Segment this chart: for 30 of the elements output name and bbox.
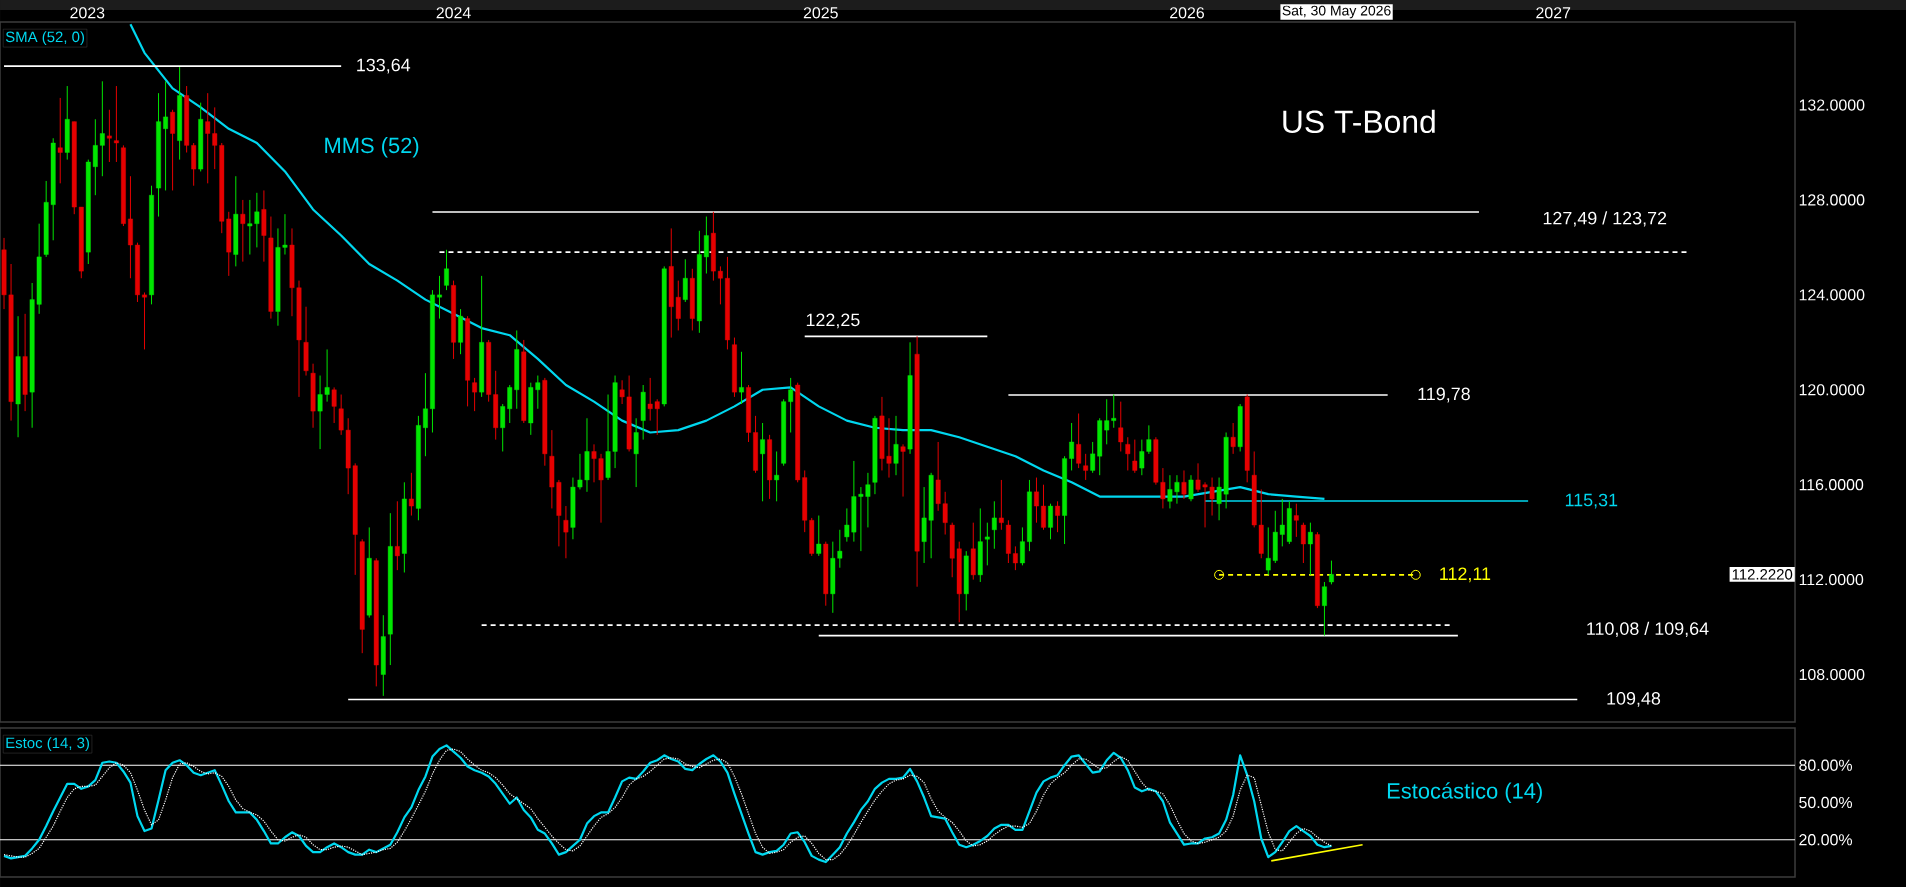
x-tick-label: 2023 (70, 7, 105, 19)
annotation: 112,11 (1440, 567, 1491, 583)
x-tick-label: 2025 (803, 7, 838, 19)
x-tick-label: 2027 (1536, 7, 1571, 19)
annotation: 127,49 / 123,72 (1543, 211, 1667, 227)
y-tick-label: 132.0000 (1799, 99, 1865, 111)
y-tick-label: 124.0000 (1799, 289, 1865, 301)
annotation: 133,64 (357, 58, 411, 74)
annotation: 115,31 (1565, 493, 1618, 509)
y-tick-label: 116.0000 (1799, 479, 1864, 491)
y-tick-label: 120.0000 (1799, 384, 1865, 396)
text: Sat, 30 May 2026 (1282, 5, 1391, 19)
annotation: 119,78 (1418, 387, 1470, 403)
y-tick-label: 128.0000 (1799, 194, 1865, 206)
x-tick-label: 2026 (1170, 7, 1204, 19)
annotation: SMA (52, 0) (5, 31, 84, 46)
y-tick-label: 112.0000 (1799, 573, 1864, 586)
x-tick-label: 2024 (436, 7, 471, 19)
annotation: 112.2220 (1732, 569, 1793, 580)
annotation: 110,08 / 109,64 (1587, 621, 1709, 638)
annotation: 109,48 (1607, 692, 1661, 707)
annotation: Estoc (14, 3) (6, 737, 89, 752)
annotation: 122,25 (806, 313, 860, 329)
y-tick-label: 80.00% (1799, 759, 1853, 771)
y-tick-label: 108.0000 (1799, 668, 1865, 681)
y-tick-label: 20.00% (1799, 834, 1853, 846)
y-tick-label: 50.00% (1799, 796, 1853, 809)
text: US T-Bond (1283, 109, 1435, 134)
text: Estocástico (14) (1387, 782, 1542, 803)
series-label: MMS (52) (325, 137, 419, 158)
